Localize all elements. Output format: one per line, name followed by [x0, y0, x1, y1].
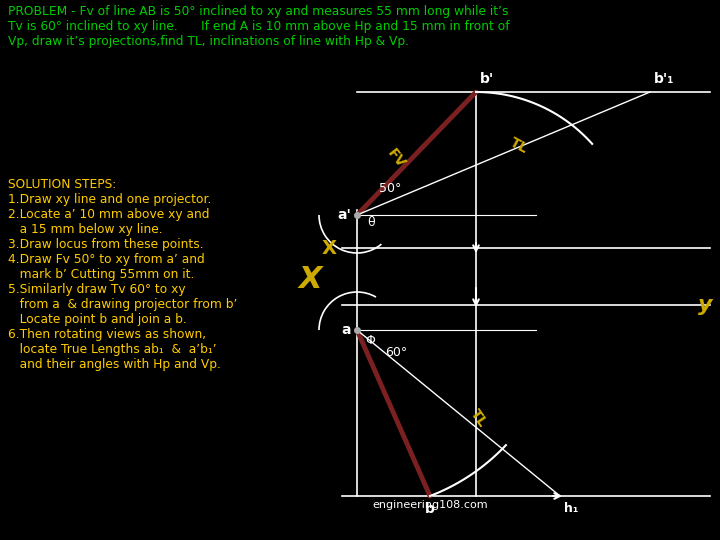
- Text: TL: TL: [467, 407, 490, 430]
- Text: b'₁: b'₁: [654, 72, 675, 86]
- Text: 60°: 60°: [385, 346, 408, 359]
- Text: b: b: [425, 502, 435, 516]
- Text: TL: TL: [507, 135, 530, 156]
- Text: h₁: h₁: [564, 502, 578, 515]
- Text: FV: FV: [384, 146, 408, 171]
- Text: SOLUTION STEPS:
1.Draw xy line and one projector.
2.Locate a’ 10 mm above xy and: SOLUTION STEPS: 1.Draw xy line and one p…: [8, 178, 238, 371]
- Text: Φ: Φ: [365, 334, 375, 347]
- Text: PROBLEM - Fv of line AB is 50° inclined to xy and measures 55 mm long while it’s: PROBLEM - Fv of line AB is 50° inclined …: [8, 5, 510, 48]
- Text: a': a': [337, 208, 351, 222]
- Text: X: X: [298, 266, 322, 294]
- Text: y: y: [698, 295, 712, 315]
- Text: θ: θ: [367, 217, 374, 230]
- Text: engineering108.com: engineering108.com: [372, 500, 488, 510]
- Text: a: a: [341, 323, 351, 337]
- Text: 50°: 50°: [379, 183, 401, 195]
- Text: b': b': [480, 72, 494, 86]
- Text: X: X: [322, 239, 337, 258]
